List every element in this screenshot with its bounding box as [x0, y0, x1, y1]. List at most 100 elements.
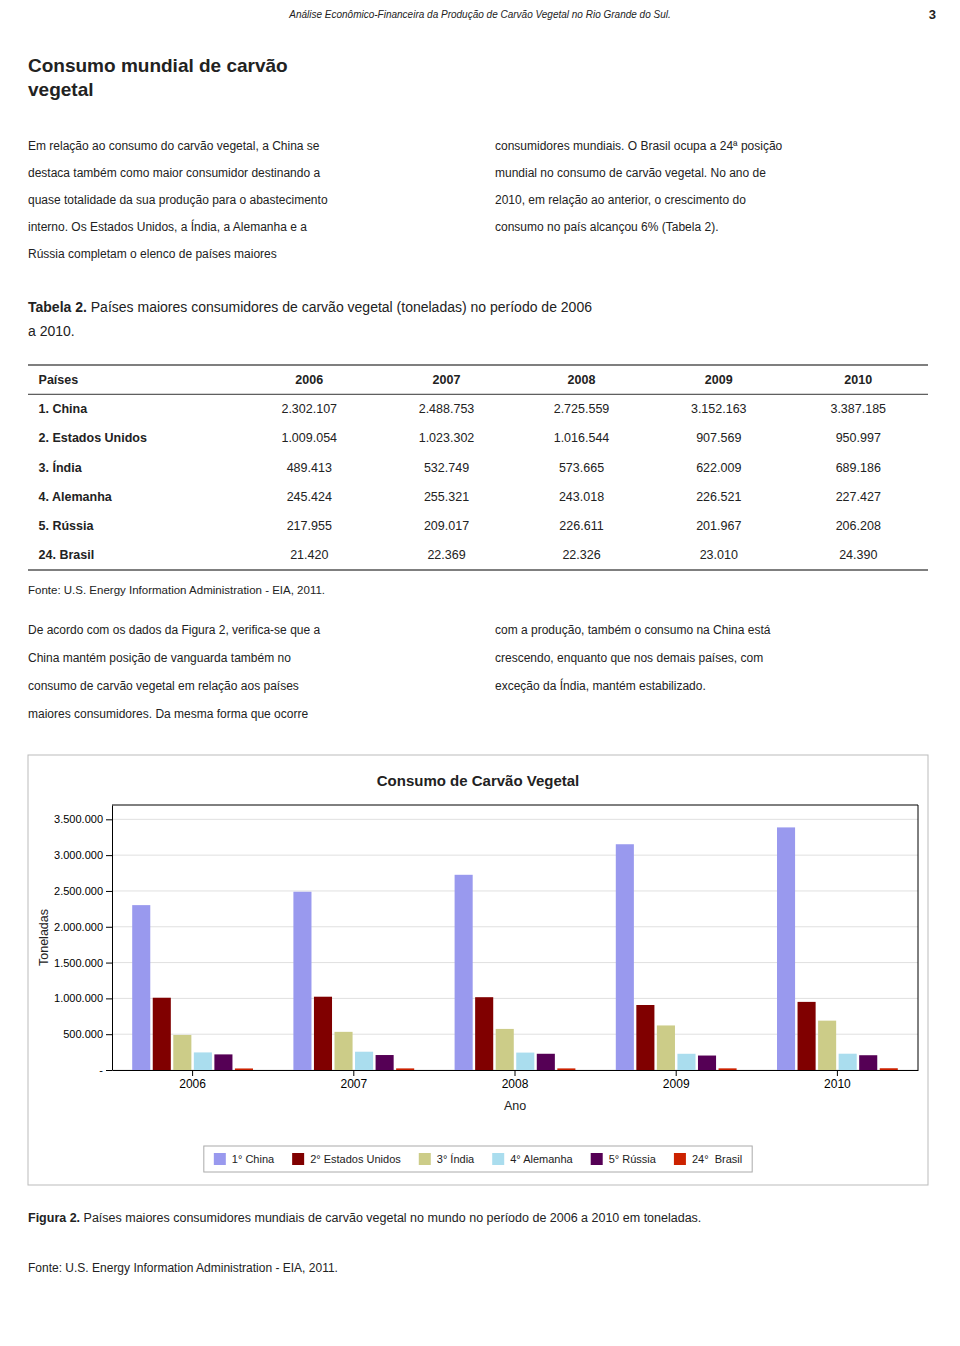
table-cell: 4. Alemanha [39, 490, 113, 504]
y-tick-label: 1.000.000 [54, 992, 103, 1004]
bar [293, 892, 311, 1070]
page-header: Análise Econômico-Financeira da Produção… [288, 9, 671, 20]
table-source: Fonte: U.S. Energy Information Administr… [28, 584, 325, 596]
bar [859, 1055, 877, 1070]
grid-line [112, 855, 918, 856]
legend-item: 2° Estados Unidos [292, 1153, 401, 1165]
table-cell: 489.413 [287, 461, 332, 475]
bar [496, 1029, 514, 1070]
bar [235, 1068, 253, 1070]
bar [334, 1032, 352, 1070]
x-tick-label: 2009 [663, 1077, 690, 1091]
table-cell: 201.967 [696, 519, 741, 533]
page-number: 3 [929, 7, 936, 22]
table-cell: 2.725.559 [554, 402, 610, 416]
legend-swatch [674, 1153, 686, 1165]
y-tick-label: 500.000 [63, 1028, 103, 1040]
legend-swatch [419, 1153, 431, 1165]
paragraph-line: quase totalidade da sua produção para o … [28, 193, 328, 207]
paragraph-line: China mantém posição de vanguarda também… [28, 651, 291, 665]
table-title-rest: Países maiores consumidores de carvão ve… [87, 299, 592, 315]
legend-item: 1° China [214, 1153, 275, 1165]
x-tick-label: 2010 [824, 1077, 851, 1091]
x-tick-mark [515, 1070, 516, 1076]
table-cell: 3.152.163 [691, 402, 747, 416]
bar [396, 1068, 414, 1070]
bar-series [194, 1052, 857, 1070]
grid-line [112, 926, 918, 927]
paragraph-line: mundial no consumo de carvão vegetal. No… [495, 166, 766, 180]
bar [798, 1002, 816, 1070]
legend-swatch [492, 1153, 504, 1165]
table-rule [28, 394, 928, 395]
table-header: 2006 [295, 373, 323, 387]
bar [557, 1068, 575, 1070]
y-tick: 1.500.000 [54, 957, 112, 969]
chart: Consumo de Carvão Vegetal-500.0001.000.0… [37, 772, 919, 1172]
y-tick: 500.000 [63, 1028, 112, 1040]
legend-frame [204, 1146, 752, 1172]
legend-label: 3° Índia [437, 1153, 475, 1165]
table-cell: 209.017 [424, 519, 469, 533]
legend-item: 3° Índia [419, 1153, 475, 1165]
paragraph-line: consumo no país alcançou 6% (Tabela 2). [495, 220, 718, 234]
x-tick: 2010 [824, 1070, 851, 1091]
y-tick-label: - [99, 1064, 103, 1076]
y-tick-label: 1.500.000 [54, 957, 103, 969]
table-cell: 1.009.054 [281, 431, 337, 445]
bar [880, 1068, 898, 1070]
legend-label: 4° Alemanha [510, 1153, 573, 1165]
paragraph-line: maiores consumidores. Da mesma forma que… [28, 707, 308, 721]
grid-line [112, 890, 918, 891]
table-cell: 24.390 [839, 548, 877, 562]
table-cell: 24. Brasil [39, 548, 95, 562]
legend-swatch [591, 1153, 603, 1165]
y-axis: -500.0001.000.0001.500.0002.000.0002.500… [54, 806, 112, 1077]
table-cell: 226.521 [696, 490, 741, 504]
section-title: vegetal [28, 79, 93, 100]
legend: 1° China 2° Estados Unidos 3° Índia 4° Alem… [204, 1146, 752, 1172]
table-cell: 227.427 [836, 490, 881, 504]
table-rule [28, 364, 928, 365]
y-tick-mark [106, 891, 112, 892]
table-cell: 2.488.753 [419, 402, 475, 416]
table-cell: 3. Índia [39, 460, 83, 475]
table-cell: 22.326 [562, 548, 600, 562]
table-cell: 243.018 [559, 490, 604, 504]
paragraph-line: interno. Os Estados Unidos, a Índia, a A… [28, 219, 307, 234]
table-cell: 3.387.185 [830, 402, 886, 416]
page: Análise Econômico-Financeira da Produção… [0, 0, 960, 1346]
bar [818, 1021, 836, 1070]
bar [719, 1068, 737, 1070]
y-tick-mark [106, 927, 112, 928]
legend-item: 4° Alemanha [492, 1153, 573, 1165]
table-header: 2010 [844, 373, 872, 387]
grid [112, 819, 918, 1070]
table-cell: 907.569 [696, 431, 741, 445]
table-title: Tabela 2. Países maiores consumidores de… [28, 299, 592, 315]
table-cell: 245.424 [287, 490, 332, 504]
y-tick-label: 3.000.000 [54, 849, 103, 861]
bar [616, 844, 634, 1070]
plot-right-edge [918, 805, 919, 1070]
paragraph-line: crescendo, enquanto que nos demais paíse… [495, 651, 763, 665]
paragraph-line: exceção da Índia, mantém estabilizado. [495, 678, 706, 693]
paragraph-line: De acordo com os dados da Figura 2, veri… [28, 623, 320, 637]
figure-caption-rest: Países maiores consumidores mundiais de … [80, 1211, 701, 1225]
paragraph-line: consumo de carvão vegetal em relação aos… [28, 679, 299, 693]
table-cell: 1. China [39, 402, 89, 416]
grid-line [112, 1034, 918, 1035]
table-title-bold: Tabela 2. [28, 299, 87, 315]
bar [677, 1054, 695, 1070]
y-tick: 3.500.000 [54, 813, 112, 825]
y-axis-title: Toneladas [37, 909, 51, 966]
paragraph-line: Em relação ao consumo do carvão vegetal,… [28, 139, 320, 153]
x-tick: 2009 [663, 1070, 690, 1091]
y-axis-line [112, 806, 113, 1071]
x-tick-mark [837, 1070, 838, 1076]
y-tick: 2.500.000 [54, 885, 112, 897]
legend-items: 1° China 2° Estados Unidos 3° Índia 4° Alem… [214, 1153, 742, 1165]
paragraph-line: Rússia completam o elenco de países maio… [28, 247, 277, 261]
x-tick-label: 2008 [502, 1077, 529, 1091]
grid-line [112, 998, 918, 999]
